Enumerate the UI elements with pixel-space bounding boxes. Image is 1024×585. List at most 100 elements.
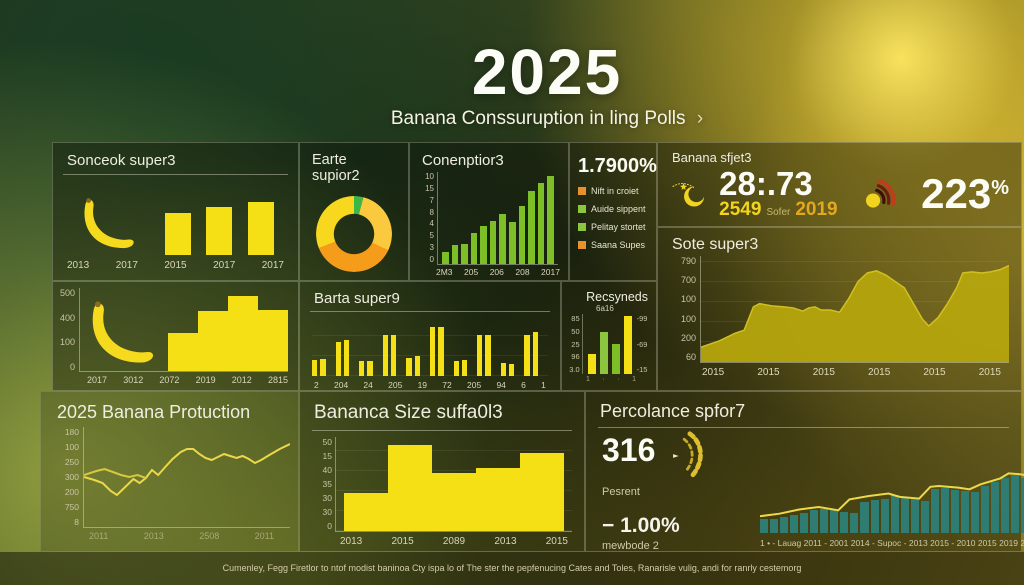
panel-title: Bananca Size suffa0l3: [312, 392, 572, 431]
bar: [206, 207, 233, 255]
conenptior-bars: [442, 172, 554, 264]
bar: [890, 495, 899, 533]
bar: [611, 344, 620, 374]
bar: [344, 493, 388, 531]
tick-label: 2815: [267, 375, 288, 385]
tick-label: 100: [64, 442, 79, 452]
legend-label: Auide sippent: [591, 204, 646, 214]
tick-label: 7: [429, 195, 434, 205]
y-axis-ticks: 10 15 7 8 4 5 3 0: [416, 172, 437, 264]
legend-swatch: [578, 223, 586, 231]
tick-label: 205: [388, 380, 403, 390]
bar: [790, 515, 799, 533]
tick-label: 2015: [868, 367, 891, 378]
bar: [509, 364, 515, 376]
kpi-row: 28:.73 2549 Sofer 2019 223 %: [658, 165, 1021, 223]
sote-chart: 790 700 100 100 200 60: [658, 256, 1021, 363]
panel-banana-bars-2: 500 400 100 0 2017 3012 2072 2019 2012 2815: [52, 281, 299, 391]
tick-label: 2015: [164, 260, 187, 271]
tick-label: 0: [429, 254, 434, 264]
tick-label: 96: [571, 352, 580, 362]
bar: [406, 357, 412, 376]
bar: [248, 201, 275, 255]
plot-area: [312, 320, 548, 376]
plot-area: [437, 172, 558, 265]
tick-label: 2015: [702, 367, 725, 378]
tick-label: 19: [417, 380, 428, 390]
bar: [940, 488, 949, 533]
tick-label: 750: [64, 502, 79, 512]
banana-icon: [92, 301, 154, 363]
panel-title: Conenptior3: [422, 152, 504, 169]
bar: [461, 243, 468, 264]
y-axis-ticks: 790 700 100 100 200 60: [670, 256, 700, 362]
tick-label: 2013: [67, 260, 90, 271]
panel-title: Percolance spfor7: [598, 392, 1009, 428]
panel-stats-legend: 1.7900% Nift in croiet Auide sippent Pelit…: [569, 142, 657, 281]
tick-label: 3: [429, 243, 434, 253]
tick-label: 8: [429, 207, 434, 217]
bar: [880, 498, 889, 533]
percolance-x-caption: 1 • - Lauag 2011 - 2001 2014 - Supoc - 2…: [760, 538, 1024, 548]
size-bars: [344, 437, 564, 531]
bar: [500, 363, 507, 376]
percolance-kpis: 316 Pesrent − 1.00% mewbode 2: [602, 431, 752, 552]
bar: [970, 491, 980, 533]
tick-label: 700: [680, 275, 696, 286]
bar: [623, 316, 632, 374]
bar: [382, 334, 389, 376]
panel-title: Earte supior2: [312, 152, 360, 184]
sonceok-chart: [53, 183, 298, 255]
legend-label: Pelitay stortet: [591, 222, 646, 232]
bar: [532, 331, 538, 376]
tick-label: 2015: [978, 367, 1001, 378]
tick-label: 2012: [231, 375, 252, 385]
bar: [429, 326, 436, 376]
panel-barta-super9: Barta super9 2 204 24 205 19 72 205 94 6 1: [299, 281, 561, 391]
tick-label: 30: [322, 493, 332, 503]
percolance-content: 316 Pesrent − 1.00% mewbode 2 1 • - Laua…: [586, 428, 1024, 552]
bar: [391, 334, 397, 376]
mini-chart-label: 6a16: [596, 304, 614, 313]
footer-bar: Cumenley, Fegg Firetlor to ntof modist b…: [0, 552, 1024, 585]
tick-label: 1: [541, 380, 546, 390]
sonceok-x-axis: 2013 2017 2015 2017 2017: [53, 260, 298, 271]
chart-legend: Nift in croiet Auide sippent Pelitay stort…: [578, 186, 648, 250]
tick-label: 94: [496, 380, 506, 390]
bar: [981, 485, 990, 533]
bar: [489, 220, 497, 264]
tick-label: 206: [489, 267, 504, 277]
bar: [780, 517, 789, 533]
conenptior-x-axis: 2M3 205 206 208 2017: [410, 265, 568, 277]
kpi-sub-label: Sofer: [766, 207, 791, 218]
bar: [528, 191, 535, 264]
kpi-sub-row: 2549 Sofer 2019: [719, 199, 837, 221]
bar: [599, 332, 608, 374]
tick-label: 2015: [391, 536, 414, 547]
tick-label: 35: [322, 479, 332, 489]
panel-recsyneds: Recsyneds 6a16 85 50 25 96 3.0 -99 -69 -15 1 · ·…: [561, 281, 657, 391]
tick-label: 200: [64, 487, 79, 497]
bar: [438, 327, 444, 376]
bar: [168, 332, 198, 371]
right-axis-ticks: -99 -69 -15: [637, 314, 652, 374]
bar: [198, 311, 228, 371]
y-axis-ticks: 500 400 100 0: [53, 288, 79, 372]
dashboard-year-title: 2025: [471, 36, 623, 108]
tick-label: 30: [322, 507, 332, 517]
tick-label: 2: [314, 380, 319, 390]
dashboard-subtitle-link[interactable]: Banana Conssuruption in ling Polls ›: [70, 108, 1024, 130]
size-chart: 50 15 40 35 30 30 0: [300, 437, 584, 532]
bar: [547, 175, 554, 264]
y-axis-ticks: 50 15 40 35 30 30 0: [312, 437, 335, 531]
bar: [312, 360, 318, 376]
tick-label: 25: [571, 339, 580, 349]
tick-label: 85: [571, 314, 580, 323]
tick-label: 2015: [757, 367, 780, 378]
bar: [451, 244, 459, 264]
legend-label: Nift in croiet: [591, 186, 639, 196]
bar: [320, 359, 326, 376]
tick-label: 208: [515, 267, 530, 277]
tick-label: 2017: [213, 260, 236, 271]
tick-label: ·: [602, 376, 605, 383]
